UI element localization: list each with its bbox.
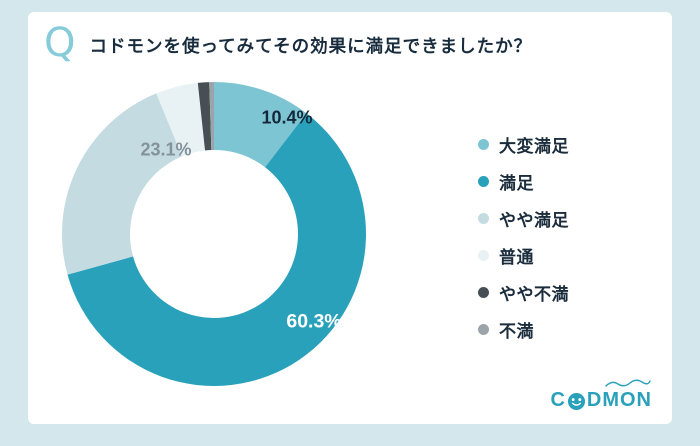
codmon-logo: C DMON	[550, 379, 652, 412]
legend-dot	[478, 139, 489, 150]
donut-segment-4	[156, 82, 206, 157]
legend-dot	[478, 176, 489, 187]
legend-item-2: 満足	[478, 169, 569, 194]
legend-label: 普通	[499, 248, 534, 267]
legend-dot	[478, 250, 489, 261]
survey-card: Q コドモンを使ってみてその効果に満足できましたか？ 10.4% 60.3% 2…	[28, 12, 672, 424]
chart-title: コドモンを使ってみてその効果に満足できましたか？	[89, 35, 533, 56]
logo-face-icon	[567, 392, 585, 411]
segment-label-satisfied: 60.3%	[286, 310, 342, 333]
segment-label-somewhat-satisfied: 23.1%	[140, 139, 192, 160]
legend-item-5: やや不満	[478, 280, 569, 305]
logo-squiggle-icon	[605, 379, 651, 387]
donut-chart-svg	[61, 82, 366, 386]
legend-dot	[478, 287, 489, 298]
legend-label: 満足	[499, 174, 534, 193]
segment-label-very-satisfied: 10.4%	[261, 107, 313, 128]
logo-text-prefix: C	[550, 389, 566, 411]
legend-item-3: やや満足	[478, 206, 569, 231]
donut-segment-5	[197, 82, 212, 151]
logo-text-suffix: DMON	[586, 389, 652, 411]
donut-chart: 10.4% 60.3% 23.1%	[54, 74, 374, 394]
legend-item-6: 不満	[478, 317, 569, 342]
legend-dot	[478, 324, 489, 335]
legend-dot	[478, 213, 489, 224]
donut-segment-2	[67, 113, 366, 386]
legend-label: やや不満	[499, 285, 569, 304]
legend-label: 不満	[499, 322, 534, 341]
donut-segment-1	[214, 82, 307, 168]
question-mark-icon: Q	[44, 20, 76, 66]
legend-item-4: 普通	[478, 243, 569, 268]
chart-legend: 大変満足満足やや満足普通やや不満不満	[478, 132, 569, 354]
legend-label: 大変満足	[499, 137, 569, 156]
donut-segment-6	[209, 82, 214, 151]
legend-item-1: 大変満足	[478, 132, 569, 157]
legend-label: やや満足	[499, 211, 569, 230]
donut-segment-3	[61, 93, 183, 275]
card-header: Q コドモンを使ってみてその効果に満足できましたか？	[44, 22, 532, 64]
